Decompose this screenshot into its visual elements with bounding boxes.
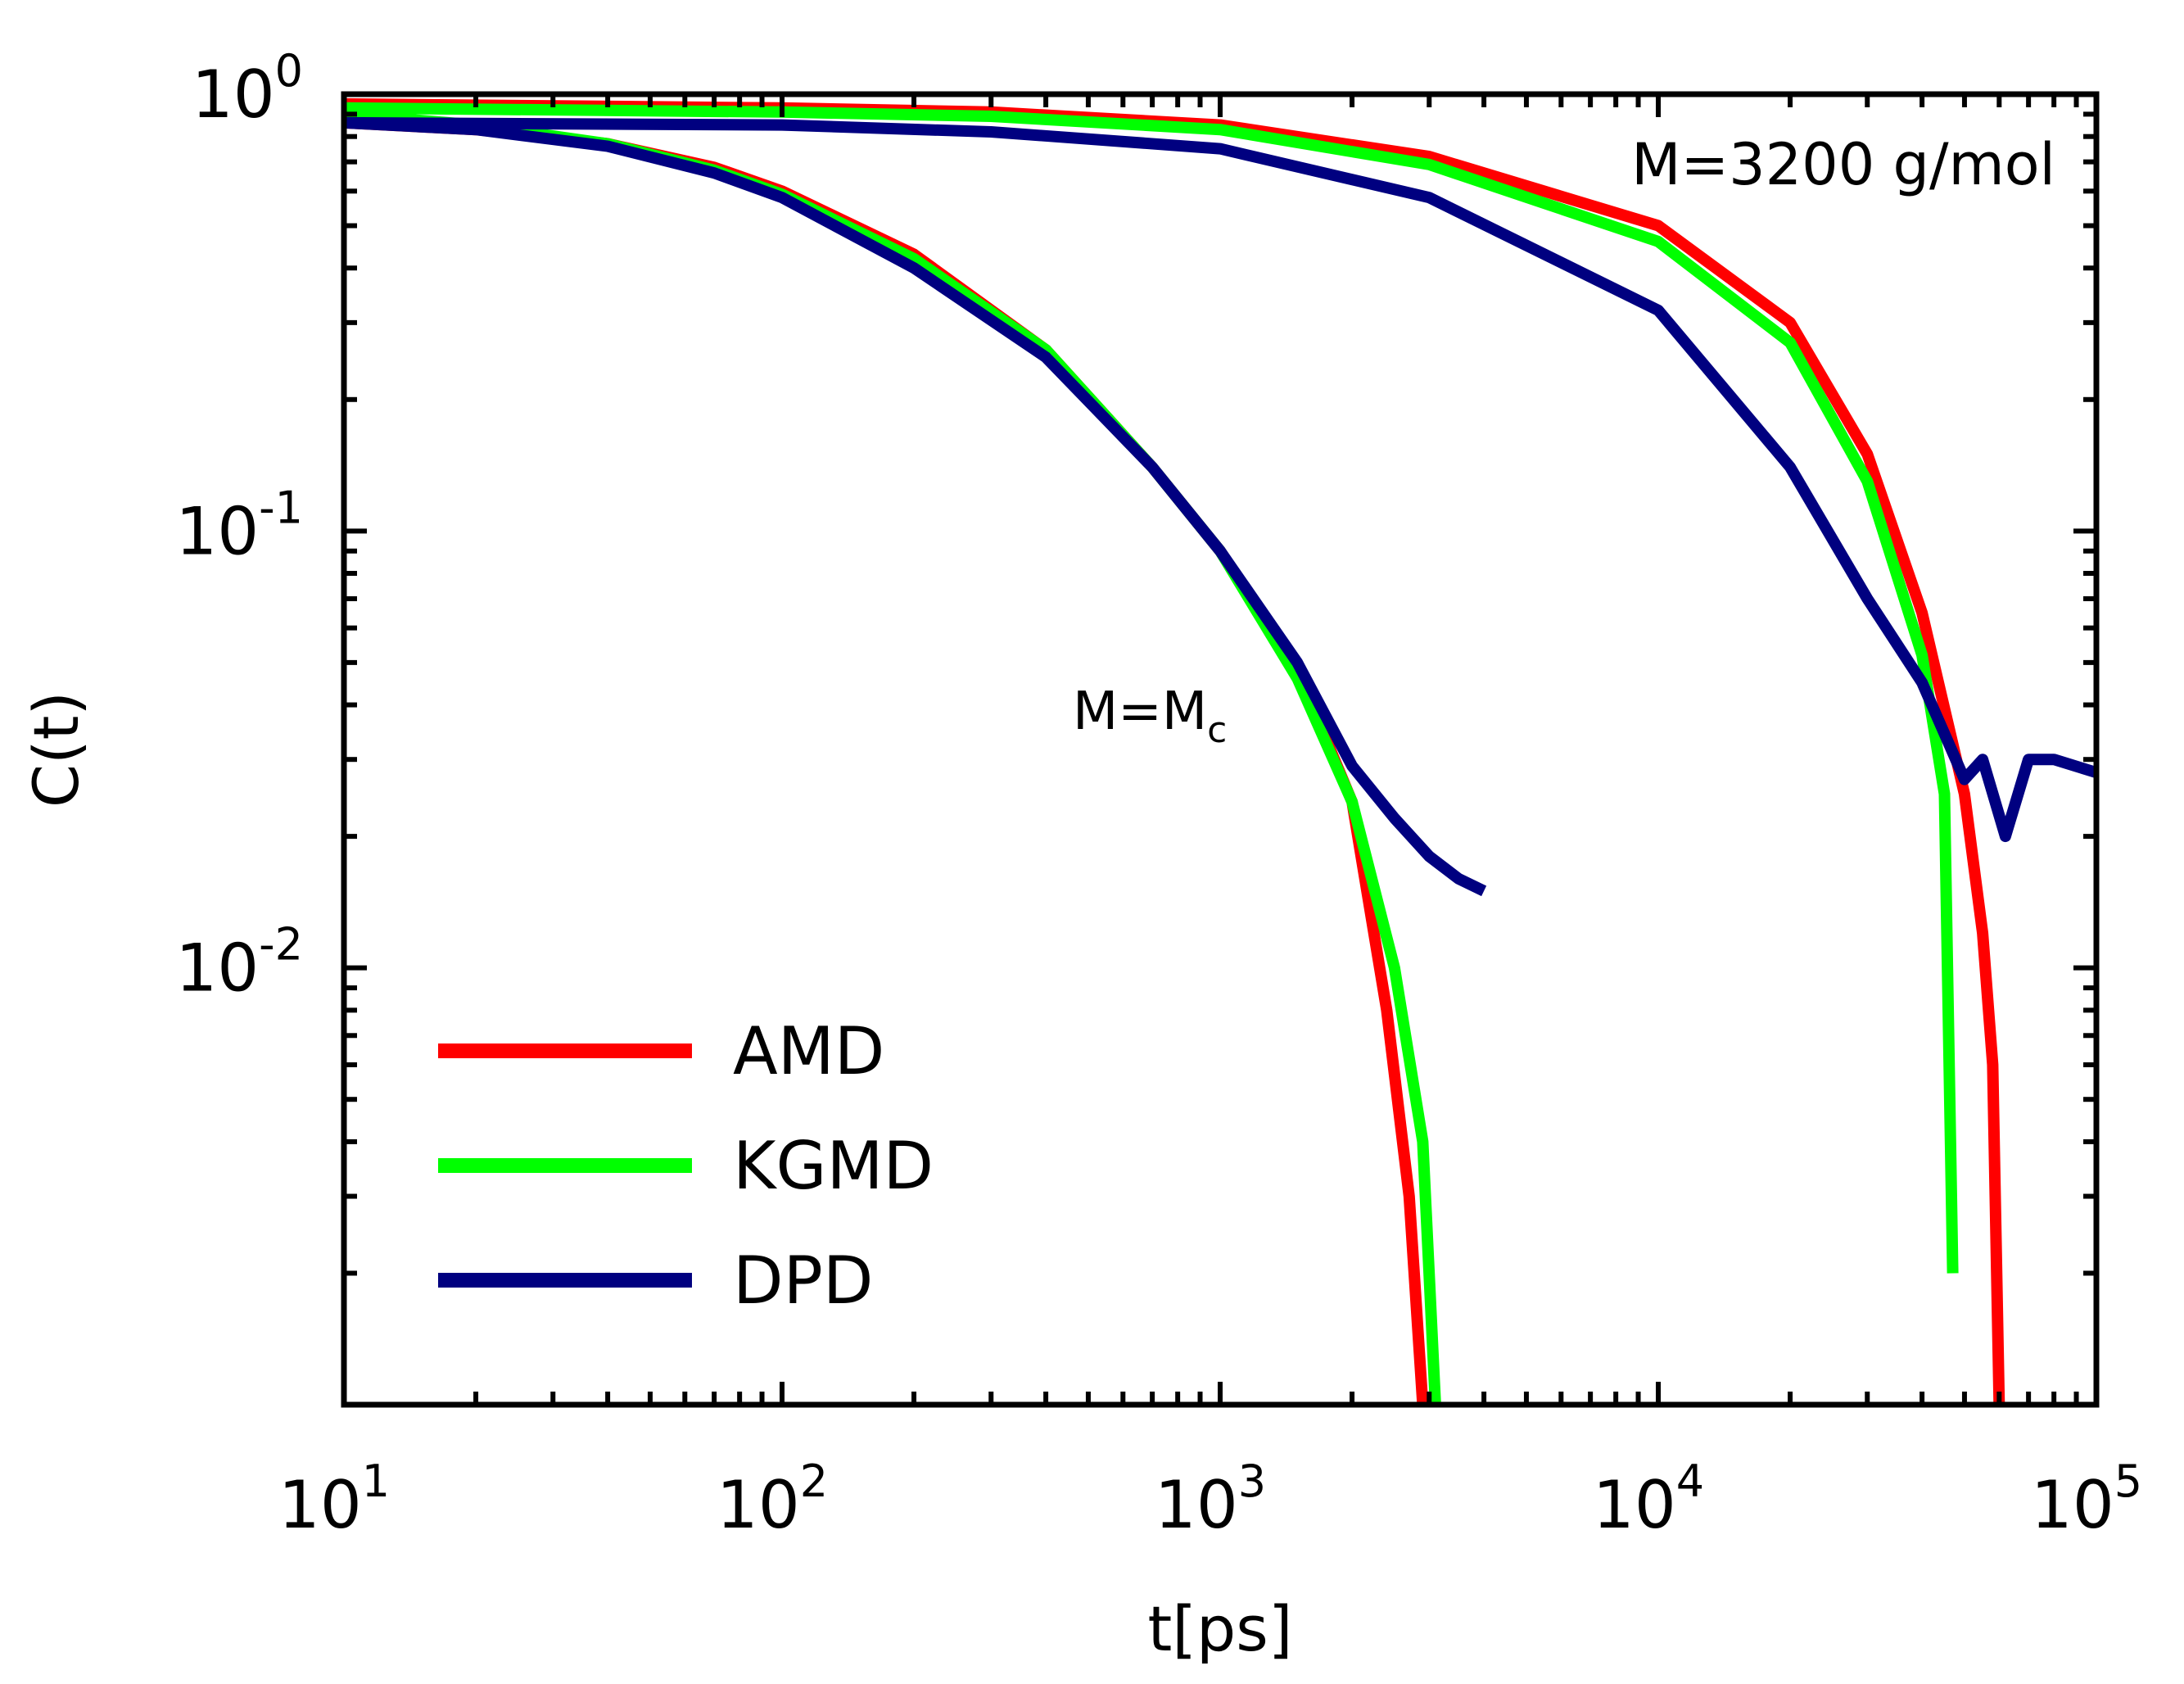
y-tick-label: 10-1 (175, 482, 303, 569)
y-tick-label-base: 10 (175, 493, 259, 569)
x-tick-label: 101 (278, 1455, 390, 1543)
x-tick-label: 104 (1593, 1455, 1704, 1543)
x-tick-label: 103 (1155, 1455, 1266, 1543)
y-tick-label-base: 10 (192, 57, 275, 133)
x-tick-label-base: 10 (2031, 1467, 2114, 1543)
x-tick-label: 102 (717, 1455, 828, 1543)
x-tick-label: 105 (2031, 1455, 2142, 1543)
legend-label-amd: AMD (733, 1013, 884, 1089)
x-tick-label-base: 10 (717, 1467, 800, 1543)
series-line-dpd-m3200 (344, 116, 2096, 843)
y-tick-label-base: 10 (175, 930, 259, 1007)
tick-layer (341, 92, 2099, 1407)
y-tick-label-exponent: 0 (275, 45, 303, 97)
x-tick-label-base: 10 (278, 1467, 362, 1543)
x-tick-label-base: 10 (1155, 1467, 1238, 1543)
legend: AMD KGMD DPD (438, 1013, 934, 1319)
y-tick-label: 100 (192, 45, 303, 133)
x-tick-label-exponent: 1 (362, 1455, 390, 1507)
series-layer (344, 97, 2096, 1405)
x-tick-label-exponent: 3 (1238, 1455, 1266, 1507)
x-tick-label-exponent: 4 (1676, 1455, 1704, 1507)
y-axis-title: C(t) (20, 691, 93, 808)
x-tick-label-base: 10 (1593, 1467, 1676, 1543)
x-tick-label-exponent: 5 (2114, 1455, 2142, 1507)
annotation-molar-mass: M=3200 g/mol (1631, 131, 2055, 198)
y-tick-label-exponent: -1 (259, 482, 303, 533)
x-tick-label-exponent: 2 (800, 1455, 828, 1507)
annotation-m-equals-mc: M=Mc (1073, 681, 1227, 751)
series-line-dpd-mc (344, 116, 1487, 897)
annotation-m-equals-mc-sub: c (1207, 709, 1227, 751)
legend-label-dpd: DPD (733, 1243, 873, 1319)
x-axis-title: t[ps] (1148, 1592, 1293, 1665)
y-tick-label-exponent: -2 (259, 919, 303, 971)
y-tick-label: 10-2 (175, 919, 303, 1007)
annotation-m-equals-mc-main: M=M (1073, 681, 1207, 742)
legend-label-kgmd: KGMD (733, 1128, 934, 1204)
